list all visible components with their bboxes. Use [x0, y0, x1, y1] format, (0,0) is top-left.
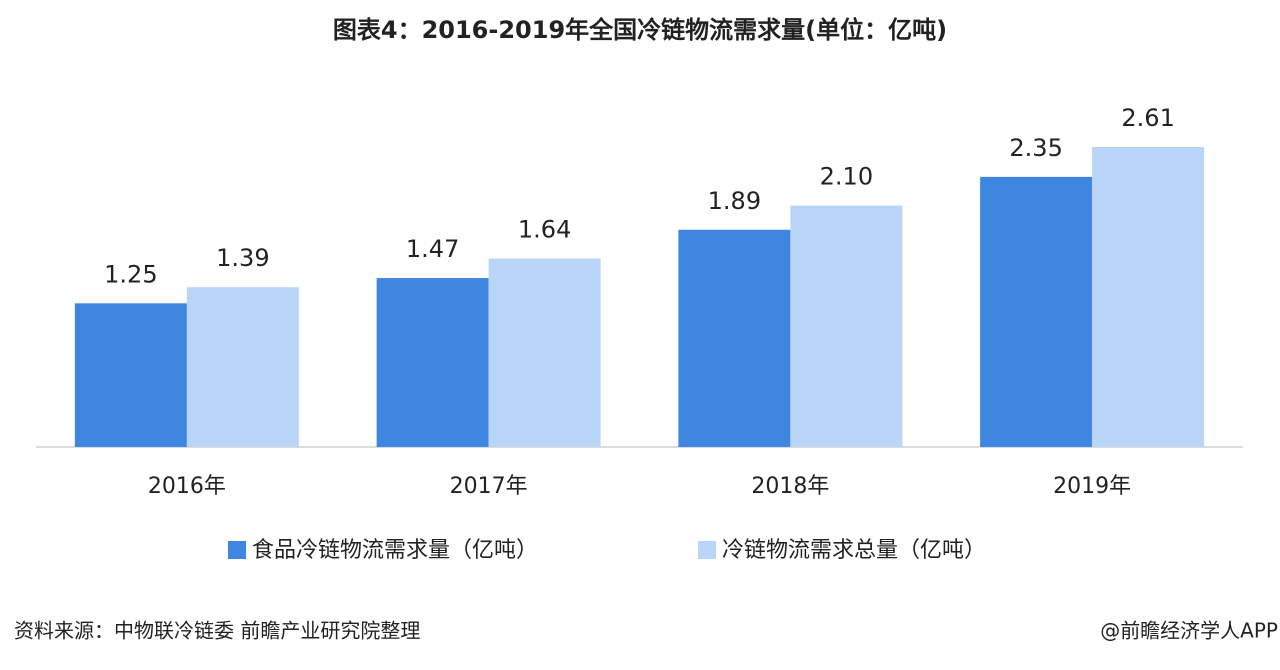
bar: [980, 176, 1093, 447]
value-label: 2.35: [1009, 134, 1062, 162]
bar: [678, 229, 791, 447]
x-tick-label: 2019年: [1053, 474, 1131, 499]
bar: [1092, 147, 1205, 447]
value-label: 1.64: [518, 215, 571, 243]
bar: [376, 278, 489, 447]
x-tick-label: 2018年: [751, 474, 829, 499]
legend-swatch: [228, 541, 246, 559]
credit: @前瞻经济学人APP: [1100, 619, 1278, 643]
legend-label: 冷链物流需求总量（亿吨）: [722, 538, 986, 563]
bar: [186, 287, 299, 447]
value-label: 1.25: [104, 260, 157, 288]
chart-title: 图表4：2016-2019年全国冷链物流需求量(单位：亿吨): [333, 16, 947, 44]
legend-label: 食品冷链物流需求量（亿吨）: [252, 538, 538, 563]
bar: [74, 303, 187, 447]
value-label: 1.39: [216, 244, 269, 272]
legend-swatch: [698, 541, 716, 559]
value-label: 2.10: [820, 163, 873, 191]
bar: [790, 205, 903, 447]
value-label: 2.61: [1121, 104, 1174, 132]
x-tick-label: 2017年: [450, 474, 528, 499]
x-tick-label: 2016年: [148, 474, 226, 499]
source-note: 资料来源：中物联冷链委 前瞻产业研究院整理: [14, 619, 420, 643]
bar: [488, 258, 601, 447]
value-label: 1.89: [708, 187, 761, 215]
value-label: 1.47: [406, 235, 459, 263]
